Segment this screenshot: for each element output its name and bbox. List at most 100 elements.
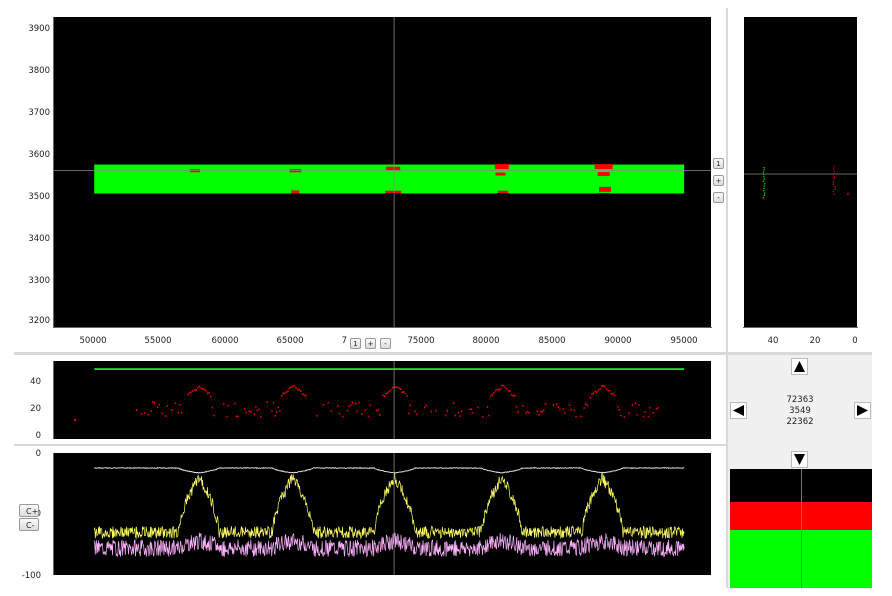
depth-point (543, 409, 545, 412)
depth-point (211, 406, 214, 409)
depth-point (461, 410, 463, 413)
depth-point (301, 393, 304, 395)
depth-point (288, 387, 291, 389)
depth-point (189, 392, 191, 394)
side-plot-canvas[interactable] (744, 17, 857, 327)
x-zoom-reset-button[interactable]: 1 (350, 338, 361, 349)
navigator-preview[interactable] (730, 469, 872, 588)
depth-point (292, 385, 294, 388)
depth-point (586, 404, 588, 407)
depth-point (351, 401, 354, 404)
band-mark (289, 169, 302, 173)
depth-point (290, 386, 292, 389)
depth-point (202, 388, 204, 390)
depth-point (398, 387, 400, 389)
depth-point (255, 406, 257, 408)
side-red-point (833, 166, 835, 168)
depth-point (147, 413, 149, 416)
depth-point (564, 412, 566, 415)
x-zoom-in-button[interactable]: + (365, 338, 376, 349)
horizontal-splitter-top[interactable] (14, 352, 872, 355)
side-red-point (833, 178, 835, 180)
depth-point (338, 412, 341, 415)
depth-point (205, 389, 207, 392)
contrast-increase-button[interactable]: C+ (19, 504, 39, 517)
depth-point (279, 410, 281, 412)
depth-point (538, 413, 540, 416)
x-tick-label: 65000 (276, 336, 304, 346)
depth-point (512, 394, 514, 397)
depth-point (594, 390, 597, 393)
depth-point (403, 391, 405, 393)
horizontal-splitter-bottom[interactable] (14, 444, 726, 446)
depth-point (298, 388, 300, 391)
depth-point (284, 392, 286, 394)
depth-point (628, 412, 630, 414)
side-x-tick-label: 20 (809, 336, 821, 346)
depth-point (253, 413, 255, 416)
depth-point (354, 402, 357, 405)
y-tick-label: 3800 (28, 66, 50, 76)
depth-point (395, 386, 397, 388)
depth-point (584, 403, 587, 406)
depth-point (295, 386, 297, 389)
vertical-splitter[interactable] (726, 8, 728, 588)
side-green-point (762, 196, 764, 199)
depth-point (158, 403, 160, 406)
depth-point (369, 404, 371, 406)
depth-point (559, 408, 561, 411)
depth-point (562, 408, 564, 410)
side-green-point (762, 173, 765, 176)
navigate-left-button[interactable] (730, 402, 747, 419)
depth-point (152, 401, 154, 403)
x-tick-label: 50000 (79, 336, 107, 346)
depth-point (276, 411, 278, 413)
y-zoom-reset-button[interactable]: 1 (713, 158, 724, 169)
depth-point (165, 415, 167, 417)
side-x-tick-label: 40 (767, 336, 779, 346)
navigate-right-button[interactable] (854, 402, 871, 419)
depth-point (601, 385, 603, 387)
x-zoom-out-button[interactable]: - (380, 338, 391, 349)
side-green-point (763, 187, 765, 189)
depth-point (617, 405, 619, 408)
depth-point (272, 401, 275, 404)
depth-point (490, 395, 492, 398)
navigate-up-button[interactable] (791, 358, 808, 375)
signal-plot-canvas[interactable] (54, 453, 711, 575)
depth-point (166, 405, 169, 407)
navigate-down-button[interactable] (791, 451, 808, 468)
side-green-point (764, 192, 766, 194)
depth-point (256, 409, 259, 412)
readout-x: 72363 (786, 395, 814, 405)
depth-point (642, 415, 645, 418)
side-plot-svg (744, 166, 857, 199)
x-tick-label: 60000 (211, 336, 239, 346)
depth-y-tick-label: 0 (35, 431, 41, 441)
depth-point (258, 408, 260, 411)
depth-plot-canvas[interactable] (54, 361, 711, 439)
depth-point (330, 410, 333, 412)
depth-point (337, 405, 339, 407)
depth-point (457, 412, 460, 414)
x-tick-label: 80000 (472, 336, 500, 346)
depth-point (271, 410, 273, 412)
signal-noise-series (93, 532, 685, 558)
side-red-point (833, 193, 835, 195)
depth-point (657, 407, 659, 409)
contrast-decrease-button[interactable]: C- (19, 518, 39, 531)
depth-point (274, 415, 276, 417)
signal-top-series (93, 466, 685, 474)
band-mark (597, 172, 610, 177)
main-plot-canvas[interactable] (54, 17, 711, 327)
depth-point (498, 389, 500, 391)
depth-point (401, 391, 403, 393)
depth-point (234, 402, 236, 405)
y-zoom-out-button[interactable]: - (713, 192, 724, 203)
depth-point (556, 403, 558, 406)
depth-point (522, 405, 524, 407)
depth-point (517, 411, 519, 413)
arrow-down-icon (794, 454, 805, 465)
depth-point (350, 404, 352, 406)
y-zoom-in-button[interactable]: + (713, 175, 724, 186)
